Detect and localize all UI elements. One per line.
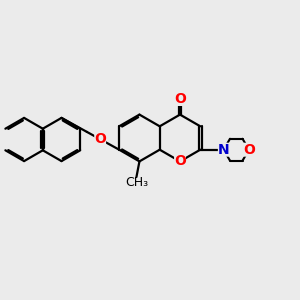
Text: O: O bbox=[94, 132, 106, 146]
Text: CH₃: CH₃ bbox=[125, 176, 148, 190]
Text: O: O bbox=[174, 92, 186, 106]
Text: O: O bbox=[174, 154, 186, 168]
Text: N: N bbox=[218, 143, 230, 157]
Text: O: O bbox=[243, 143, 255, 157]
